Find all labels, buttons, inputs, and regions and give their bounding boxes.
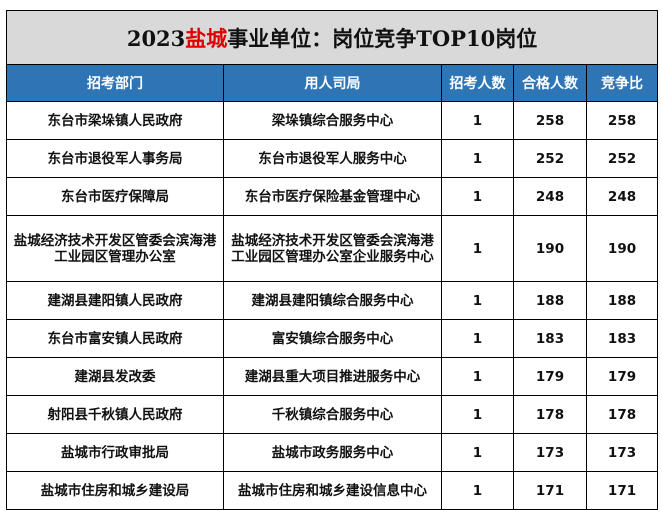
table-row: 东台市梁垛镇人民政府 梁垛镇综合服务中心 1 258 258 <box>6 101 659 140</box>
cell-qualified: 173 <box>513 433 587 472</box>
title-highlight: 盐城 <box>185 25 228 51</box>
table-row: 射阳县千秋镇人民政府 千秋镇综合服务中心 1 178 178 <box>6 395 659 434</box>
cell-recruit: 1 <box>441 357 514 396</box>
cell-qualified: 178 <box>513 395 587 434</box>
title-row: 2023盐城事业单位：岗位竞争TOP10岗位 <box>5 10 659 65</box>
table-row: 东台市退役军人事务局 东台市退役军人服务中心 1 252 252 <box>6 139 659 178</box>
cell-recruit: 1 <box>441 177 514 216</box>
cell-unit: 千秋镇综合服务中心 <box>223 395 442 434</box>
cell-dept: 盐城市住房和城乡建设局 <box>6 471 224 510</box>
cell-ratio: 252 <box>585 139 659 178</box>
cell-ratio: 178 <box>585 395 659 434</box>
cell-ratio: 190 <box>585 215 659 282</box>
ranking-table: 2023盐城事业单位：岗位竞争TOP10岗位 招考部门 用人司局 招考人数 合格… <box>5 10 659 510</box>
table-title: 2023盐城事业单位：岗位竞争TOP10岗位 <box>5 10 659 65</box>
cell-unit: 盐城市住房和城乡建设信息中心 <box>223 471 442 510</box>
cell-recruit: 1 <box>441 101 514 140</box>
table-row: 盐城经济技术开发区管委会滨海港工业园区管理办公室 盐城经济技术开发区管委会滨海港工… <box>6 215 659 282</box>
cell-qualified: 248 <box>513 177 587 216</box>
table-row: 东台市医疗保障局 东台市医疗保险基金管理中心 1 248 248 <box>6 177 659 216</box>
table-row: 建湖县建阳镇人民政府 建湖县建阳镇综合服务中心 1 188 188 <box>6 281 659 320</box>
cell-ratio: 179 <box>585 357 659 396</box>
cell-ratio: 188 <box>585 281 659 320</box>
cell-dept: 东台市富安镇人民政府 <box>6 319 224 358</box>
cell-qualified: 252 <box>513 139 587 178</box>
cell-dept: 东台市梁垛镇人民政府 <box>6 101 224 140</box>
cell-unit: 富安镇综合服务中心 <box>223 319 442 358</box>
cell-qualified: 179 <box>513 357 587 396</box>
cell-unit: 梁垛镇综合服务中心 <box>223 101 442 140</box>
table-row: 盐城市行政审批局 盐城市政务服务中心 1 173 173 <box>6 433 659 472</box>
cell-recruit: 1 <box>441 215 514 282</box>
cell-ratio: 171 <box>585 471 659 510</box>
cell-unit: 建湖县重大项目推进服务中心 <box>223 357 442 396</box>
cell-ratio: 248 <box>585 177 659 216</box>
cell-unit: 盐城经济技术开发区管委会滨海港工业园区管理办公室企业服务中心 <box>223 215 442 282</box>
cell-recruit: 1 <box>441 319 514 358</box>
cell-qualified: 171 <box>513 471 587 510</box>
cell-qualified: 258 <box>513 101 587 140</box>
cell-recruit: 1 <box>441 281 514 320</box>
cell-dept: 射阳县千秋镇人民政府 <box>6 395 224 434</box>
cell-dept: 建湖县建阳镇人民政府 <box>6 281 224 320</box>
cell-ratio: 183 <box>585 319 659 358</box>
cell-dept: 东台市医疗保障局 <box>6 177 224 216</box>
table-body: 东台市梁垛镇人民政府 梁垛镇综合服务中心 1 258 258 东台市退役军人事务局 东台市退… <box>6 101 659 510</box>
cell-recruit: 1 <box>441 433 514 472</box>
header-row: 招考部门 用人司局 招考人数 合格人数 竞争比 <box>6 64 659 102</box>
cell-dept: 东台市退役军人事务局 <box>6 139 224 178</box>
cell-qualified: 190 <box>513 215 587 282</box>
cell-ratio: 258 <box>585 101 659 140</box>
table-row: 东台市富安镇人民政府 富安镇综合服务中心 1 183 183 <box>6 319 659 358</box>
title-prefix: 2023 <box>126 25 186 51</box>
cell-unit: 东台市退役军人服务中心 <box>223 139 442 178</box>
cell-unit: 东台市医疗保险基金管理中心 <box>223 177 442 216</box>
col-header-ratio: 竞争比 <box>585 64 659 102</box>
cell-unit: 建湖县建阳镇综合服务中心 <box>223 281 442 320</box>
cell-ratio: 173 <box>585 433 659 472</box>
cell-recruit: 1 <box>441 139 514 178</box>
cell-dept: 盐城市行政审批局 <box>6 433 224 472</box>
table-row: 建湖县发改委 建湖县重大项目推进服务中心 1 179 179 <box>6 357 659 396</box>
cell-qualified: 188 <box>513 281 587 320</box>
cell-recruit: 1 <box>441 395 514 434</box>
col-header-recruit: 招考人数 <box>441 64 514 102</box>
col-header-unit: 用人司局 <box>223 64 442 102</box>
cell-dept: 盐城经济技术开发区管委会滨海港工业园区管理办公室 <box>6 215 224 282</box>
col-header-qualified: 合格人数 <box>513 64 587 102</box>
cell-qualified: 183 <box>513 319 587 358</box>
cell-dept: 建湖县发改委 <box>6 357 224 396</box>
title-suffix: 事业单位：岗位竞争TOP10岗位 <box>227 25 538 51</box>
col-header-dept: 招考部门 <box>6 64 224 102</box>
table-row: 盐城市住房和城乡建设局 盐城市住房和城乡建设信息中心 1 171 171 <box>6 471 659 510</box>
cell-unit: 盐城市政务服务中心 <box>223 433 442 472</box>
cell-recruit: 1 <box>441 471 514 510</box>
